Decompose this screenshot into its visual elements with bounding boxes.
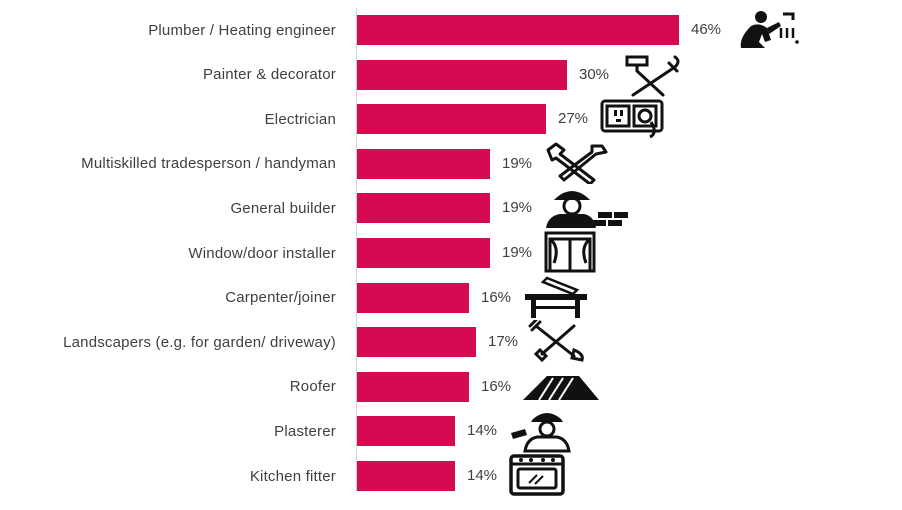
value-label: 17% <box>488 333 519 351</box>
bar <box>357 416 455 447</box>
value-label: 30% <box>579 65 610 83</box>
roof-icon <box>521 372 601 402</box>
category-label: Multiskilled tradesperson / handyman <box>81 155 336 173</box>
bar <box>357 371 469 402</box>
value-label: 19% <box>502 154 533 172</box>
oven-icon <box>507 454 567 496</box>
value-label: 27% <box>558 110 589 128</box>
bar <box>357 327 476 358</box>
category-label: Window/door installer <box>188 244 336 262</box>
window-icon <box>542 231 598 273</box>
category-label: Landscapers (e.g. for garden/ driveway) <box>63 333 336 351</box>
category-label: General builder <box>230 199 336 217</box>
category-label: Plasterer <box>274 422 336 440</box>
category-axis-line <box>356 8 357 492</box>
value-label: 14% <box>467 422 498 440</box>
category-label: Painter & decorator <box>202 66 336 84</box>
category-label: Plumber / Heating engineer <box>148 21 336 39</box>
value-label: 16% <box>481 288 512 306</box>
saw-workbench-icon <box>521 276 593 320</box>
bar <box>357 238 490 268</box>
value-label: 19% <box>502 199 533 217</box>
bar <box>357 104 546 135</box>
bar <box>357 461 455 491</box>
category-label: Carpenter/joiner <box>225 289 336 307</box>
bar <box>357 193 490 224</box>
builder-bricks-icon <box>542 186 634 230</box>
electric-socket-icon <box>598 97 668 139</box>
bar <box>357 148 490 179</box>
category-label: Roofer <box>289 378 336 396</box>
value-label: 46% <box>691 21 722 38</box>
plasterer-icon <box>507 409 585 453</box>
rake-shovel-icon <box>528 320 588 363</box>
wrench-hammer-icon <box>542 142 614 184</box>
category-label: Electrician <box>264 110 336 128</box>
bar <box>357 15 679 45</box>
category-label: Kitchen fitter <box>249 467 336 485</box>
bar <box>357 59 567 90</box>
paintbrush-roller-icon <box>619 53 685 99</box>
plumber-icon <box>731 8 807 52</box>
value-label: 16% <box>481 377 512 395</box>
value-label: 14% <box>467 467 498 484</box>
bar <box>357 282 469 313</box>
value-label: 19% <box>502 244 533 261</box>
